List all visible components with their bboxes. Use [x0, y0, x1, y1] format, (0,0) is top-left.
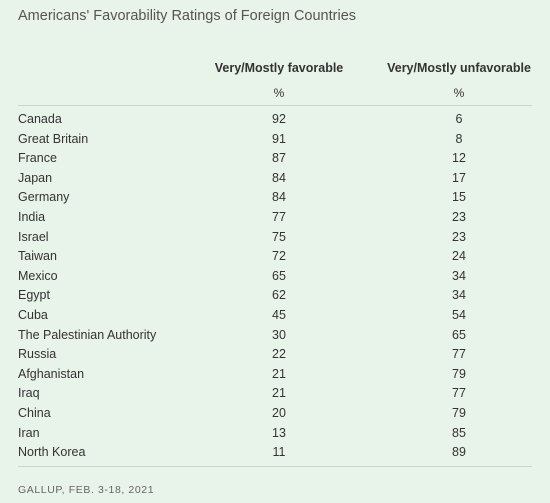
value-cell: 34 — [452, 288, 466, 303]
country-cell: Iraq — [18, 386, 40, 401]
value-cell: 62 — [272, 288, 286, 303]
value-cell: 13 — [272, 425, 286, 440]
value-cell: 12 — [452, 151, 466, 166]
country-cell: Canada — [18, 112, 62, 126]
value-cell: 89 — [452, 445, 466, 460]
value-cell: 6 — [455, 112, 463, 126]
country-cell: Russia — [18, 347, 57, 362]
value-cell: 77 — [272, 210, 286, 224]
value-cell: 79 — [452, 406, 466, 420]
country-cell: Germany — [18, 190, 70, 205]
value-cell: 23 — [452, 229, 466, 244]
value-cell: 21 — [272, 386, 286, 401]
country-cell: China — [18, 406, 51, 420]
country-cell: Iran — [18, 425, 40, 440]
country-cell: Taiwan — [18, 249, 57, 264]
value-cell: 85 — [452, 425, 466, 440]
value-cell: 8 — [455, 131, 463, 146]
country-cell: Mexico — [18, 268, 58, 283]
country-cell: Egypt — [18, 288, 50, 303]
value-cell: 17 — [452, 170, 466, 185]
value-cell: 21 — [272, 366, 286, 381]
value-cell: 91 — [272, 131, 286, 146]
value-cell: 20 — [272, 406, 286, 420]
country-cell: North Korea — [18, 445, 86, 460]
footer-rule — [18, 466, 532, 467]
value-cell: 30 — [272, 327, 286, 342]
column-unit: % — [273, 86, 285, 100]
value-cell: 54 — [452, 308, 466, 322]
value-cell: 65 — [272, 268, 286, 283]
value-cell: 65 — [452, 327, 466, 342]
value-cell: 77 — [452, 347, 466, 362]
country-cell: France — [18, 151, 57, 166]
value-cell: 92 — [272, 112, 286, 126]
value-cell: 15 — [452, 190, 466, 205]
value-cell: 84 — [272, 190, 286, 205]
value-cell: 23 — [452, 210, 466, 224]
column-unit: % — [453, 86, 465, 100]
column-header: Very/Mostly unfavorable — [387, 61, 531, 75]
country-cell: Israel — [18, 229, 49, 244]
value-cell: 84 — [272, 170, 286, 185]
country-cell: Cuba — [18, 308, 48, 322]
value-cell: 75 — [272, 229, 286, 244]
value-cell: 45 — [272, 308, 286, 322]
value-cell: 22 — [272, 347, 286, 362]
value-cell: 77 — [452, 386, 466, 401]
country-cell: India — [18, 210, 46, 224]
value-cell: 24 — [452, 249, 466, 264]
value-cell: 72 — [272, 249, 286, 264]
header-rule — [18, 105, 532, 106]
value-cell: 79 — [452, 366, 466, 381]
country-cell: Afghanistan — [18, 366, 85, 381]
country-cell: Japan — [18, 170, 53, 185]
country-cell: Great Britain — [18, 131, 89, 146]
country-cell: The Palestinian Authority — [18, 327, 157, 342]
column-header: Very/Mostly favorable — [214, 61, 344, 75]
source: GALLUP, FEB. 3-18, 2021 — [18, 484, 155, 496]
value-cell: 87 — [272, 151, 286, 166]
value-cell: 11 — [272, 445, 286, 460]
title: Americans' Favorability Ratings of Forei… — [18, 8, 357, 24]
value-cell: 34 — [452, 268, 466, 283]
